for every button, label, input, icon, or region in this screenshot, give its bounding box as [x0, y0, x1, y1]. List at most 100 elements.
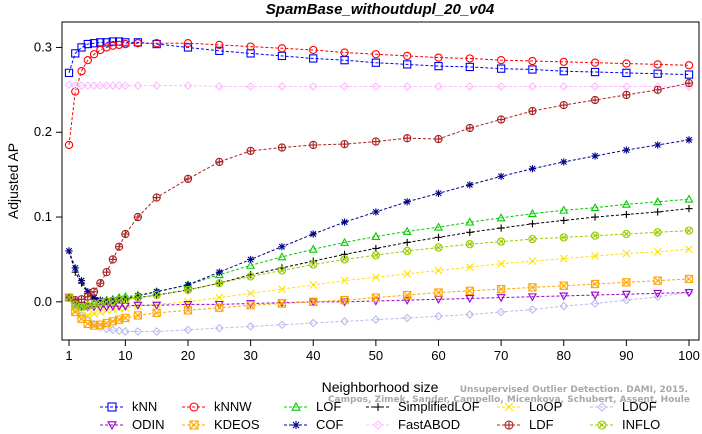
series-inflo: [64, 226, 694, 312]
data-point: [621, 295, 631, 305]
y-tick-label: 0.2: [34, 124, 52, 139]
data-point: [77, 81, 86, 90]
legend-label: kNNW: [214, 399, 252, 414]
data-point: [183, 39, 193, 48]
data-point: [89, 50, 99, 59]
x-tick-label: 70: [494, 348, 508, 363]
data-point: [277, 252, 287, 261]
data-point: [183, 43, 193, 52]
data-point: [590, 291, 600, 300]
data-point: [247, 255, 255, 264]
data-point: [527, 208, 537, 218]
data-point: [497, 224, 505, 232]
x-tick-label: 10: [118, 348, 132, 363]
data-point: [685, 136, 693, 144]
data-point: [371, 58, 381, 67]
data-point: [654, 208, 662, 216]
legend-item-knn: kNN: [100, 399, 157, 414]
data-point: [403, 198, 411, 206]
legend-marker: [107, 402, 117, 412]
data-point: [528, 257, 537, 266]
data-point: [622, 210, 630, 219]
legend-marker: [504, 420, 514, 430]
series-ldf: [64, 78, 694, 305]
data-point: [340, 237, 350, 246]
data-point: [77, 67, 86, 76]
data-point: [133, 81, 143, 90]
data-point: [684, 274, 694, 284]
series-knn: [64, 37, 694, 79]
x-tick-label: 60: [431, 348, 445, 363]
y-axis: 0.0 0.1 0.2 0.3: [34, 39, 62, 309]
data-point: [590, 231, 600, 240]
x-axis-label: Neighborhood size: [322, 379, 439, 395]
legend-label: COF: [316, 417, 344, 432]
data-point: [684, 78, 694, 88]
watermark-line-1: Unsupervised Outlier Detection. DAMI, 20…: [460, 385, 688, 395]
data-point: [371, 315, 381, 325]
data-point: [65, 247, 73, 255]
data-point: [71, 264, 79, 272]
series-line: [68, 82, 690, 301]
data-point: [214, 300, 224, 310]
legend-marker: [597, 402, 607, 412]
legend-marker: [189, 402, 199, 412]
data-point: [214, 323, 224, 333]
data-point: [215, 303, 224, 312]
data-point: [95, 81, 105, 90]
data-point: [308, 82, 318, 91]
legend-item-kdeos: KDEOS: [182, 417, 260, 432]
series-line: [68, 42, 690, 146]
legend-marker: [597, 420, 607, 430]
data-point: [496, 307, 506, 317]
data-point: [215, 279, 224, 288]
data-point: [496, 237, 506, 246]
data-point: [434, 243, 443, 252]
legend-item-ldof: LDOF: [590, 399, 657, 414]
data-point: [278, 243, 286, 251]
data-point: [102, 38, 111, 47]
series-line: [68, 248, 690, 316]
data-point: [496, 115, 506, 124]
data-point: [465, 263, 474, 272]
legend-item-inflo: INFLO: [590, 417, 660, 432]
data-point: [152, 81, 162, 90]
data-point: [590, 67, 600, 77]
data-point: [653, 228, 662, 237]
data-point: [70, 81, 80, 90]
x-tick-label: 40: [306, 348, 320, 363]
data-point: [559, 292, 569, 301]
data-point: [403, 134, 412, 143]
data-point: [340, 48, 349, 57]
data-point: [277, 299, 287, 308]
data-point: [434, 82, 443, 91]
data-point: [560, 216, 568, 225]
data-point: [653, 60, 662, 69]
legend-item-cof: COF: [284, 417, 344, 432]
series-line: [68, 41, 690, 76]
data-point: [621, 290, 631, 299]
data-point: [371, 50, 381, 59]
data-point: [277, 82, 287, 91]
data-point: [371, 293, 381, 302]
watermark-line-2: Campos, Zimek, Sander, Campello, Micenko…: [328, 395, 690, 405]
data-point: [653, 292, 663, 302]
data-point: [496, 64, 506, 73]
data-point: [403, 290, 412, 300]
chart-title: SpamBase_withoutdupl_20_v04: [266, 1, 495, 18]
data-point: [465, 217, 475, 226]
data-point: [152, 39, 161, 48]
data-point: [114, 242, 124, 251]
data-point: [559, 205, 569, 214]
data-point: [309, 54, 318, 63]
y-tick-label: 0.1: [34, 209, 52, 224]
series-layer: [64, 37, 694, 336]
legend-label: LDF: [529, 417, 554, 432]
data-point: [403, 51, 412, 61]
data-point: [465, 62, 474, 72]
data-point: [559, 100, 568, 110]
data-point: [371, 231, 381, 240]
data-point: [684, 194, 694, 203]
data-point: [102, 297, 111, 306]
legend-item-fastabod: FastABOD: [366, 417, 460, 432]
